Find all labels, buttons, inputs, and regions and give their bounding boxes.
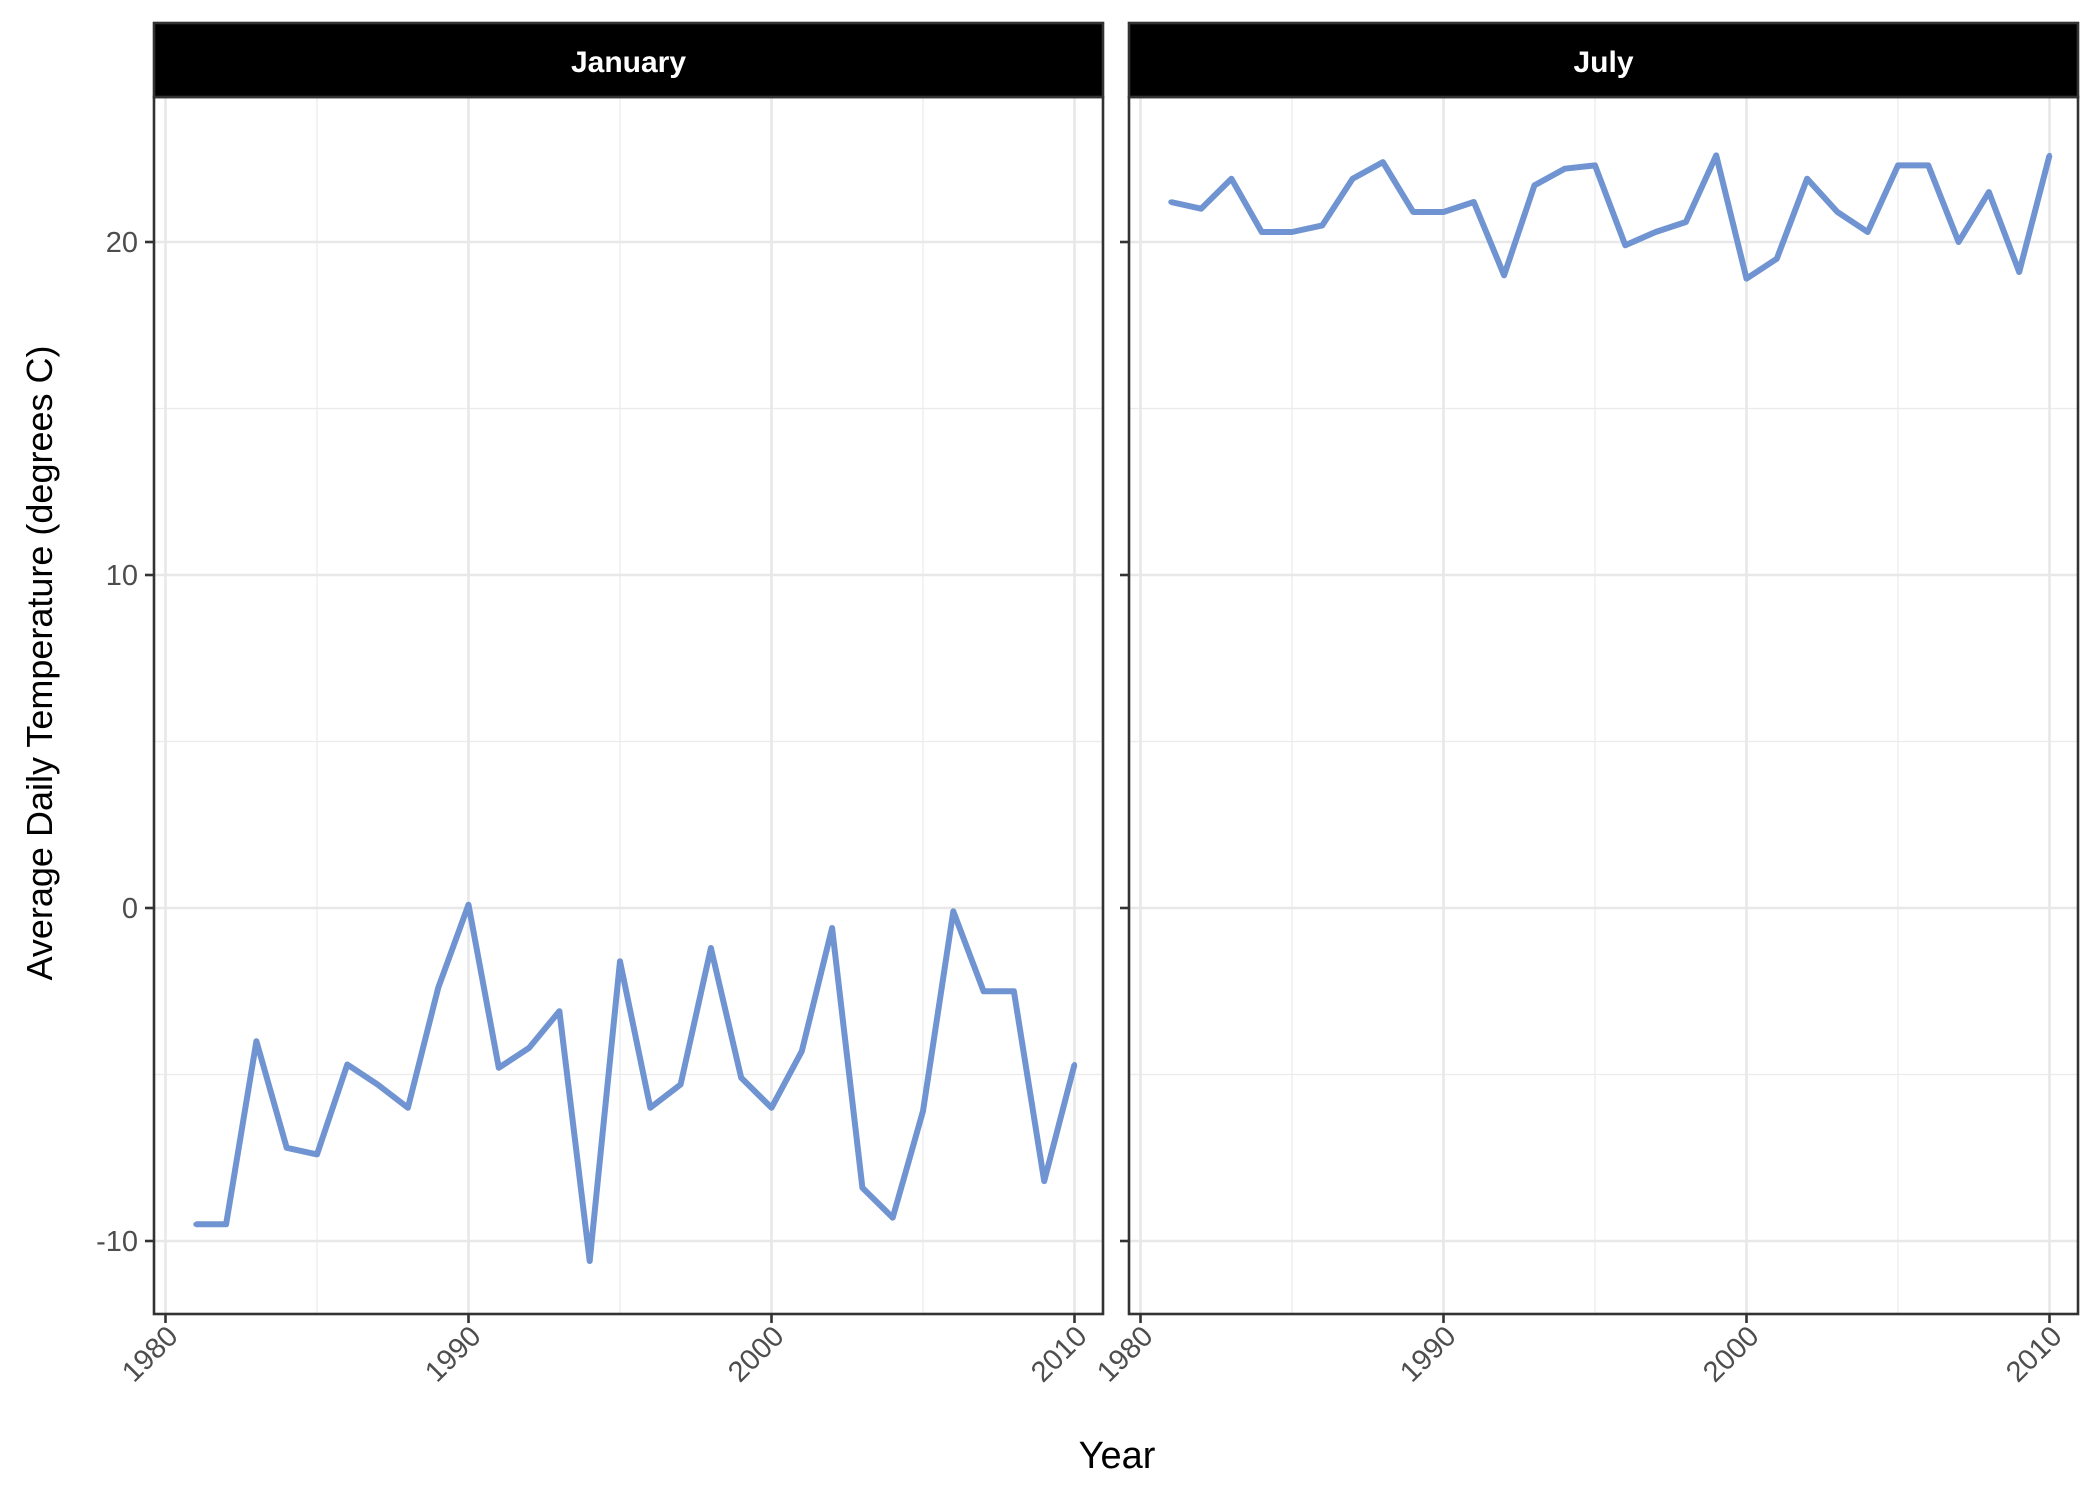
data-point <box>1531 182 1537 188</box>
data-point <box>1956 239 1962 245</box>
data-point <box>2016 269 2022 275</box>
data-point <box>1622 242 1628 248</box>
data-point <box>769 1105 774 1111</box>
data-point <box>1744 276 1749 282</box>
data-point <box>1319 222 1325 228</box>
data-point <box>647 1105 653 1111</box>
data-point <box>1713 152 1719 158</box>
data-point <box>556 1008 562 1014</box>
y-tick-label: 20 <box>106 227 138 259</box>
data-point <box>284 1145 290 1151</box>
data-point <box>1011 988 1017 994</box>
data-point <box>1168 199 1174 205</box>
data-point <box>1228 176 1234 182</box>
data-point <box>344 1062 350 1068</box>
data-point <box>1380 159 1386 165</box>
data-point <box>496 1065 502 1071</box>
data-point <box>1198 206 1204 212</box>
data-point <box>1501 272 1507 278</box>
data-point <box>193 1221 199 1227</box>
data-point <box>405 1105 411 1111</box>
data-point <box>950 908 956 914</box>
facet-strip <box>152 21 1105 99</box>
x-tick-label: 1990 <box>1394 1320 1462 1388</box>
data-point <box>1592 162 1598 168</box>
x-tick-label: 2000 <box>722 1320 790 1388</box>
data-point <box>435 985 441 991</box>
data-point <box>1441 209 1446 215</box>
data-point <box>859 1185 865 1191</box>
data-point <box>799 1048 805 1054</box>
data-point <box>678 1081 684 1087</box>
data-point <box>1259 229 1265 235</box>
facet-panel-january: January 1980 1990 2000 2010 -10 0 10 20 <box>96 21 1105 1389</box>
data-point <box>466 902 471 908</box>
data-point <box>1925 162 1931 168</box>
data-point <box>223 1221 229 1227</box>
data-point <box>1804 176 1810 182</box>
data-point <box>253 1038 259 1044</box>
data-point <box>1289 229 1295 235</box>
panel-background <box>1129 97 2078 1314</box>
data-point <box>1653 229 1659 235</box>
data-point <box>1471 199 1477 205</box>
facet-strip-label: January <box>571 46 686 79</box>
facet-strip <box>1127 21 2080 99</box>
panel-background <box>154 97 1103 1314</box>
facet-strip-label: July <box>1573 46 1633 79</box>
data-point <box>708 945 714 951</box>
x-tick-label: 1990 <box>419 1320 487 1388</box>
x-axis-title: Year <box>1079 1435 1156 1477</box>
data-point <box>829 925 835 931</box>
data-point <box>1041 1178 1047 1184</box>
data-point <box>587 1258 593 1264</box>
y-tick-label: 10 <box>106 560 138 592</box>
y-axis-title: Average Daily Temperature (degrees C) <box>19 346 60 981</box>
data-point <box>314 1151 320 1157</box>
data-point <box>1986 189 1992 195</box>
data-point <box>738 1075 744 1081</box>
data-point <box>375 1081 381 1087</box>
x-tick-label: 1980 <box>1091 1320 1159 1388</box>
data-point <box>1562 166 1568 172</box>
y-tick-label: -10 <box>96 1226 138 1258</box>
data-point <box>1683 219 1689 225</box>
x-tick-label: 2000 <box>1697 1320 1765 1388</box>
data-point <box>981 988 987 994</box>
data-point <box>1072 1062 1077 1068</box>
data-point <box>1834 209 1840 215</box>
data-point <box>1895 162 1901 168</box>
data-point <box>2047 152 2052 158</box>
data-point <box>1774 256 1780 262</box>
data-point <box>617 958 623 964</box>
facet-panel-july: July 1980 1990 2000 2010 <box>1091 21 2080 1389</box>
data-point <box>890 1215 896 1221</box>
data-point <box>1410 209 1416 215</box>
x-tick-label: 1980 <box>116 1320 184 1388</box>
data-point <box>1865 229 1871 235</box>
x-tick-label: 2010 <box>2000 1320 2068 1388</box>
data-point <box>1350 176 1356 182</box>
data-point <box>526 1045 532 1051</box>
y-tick-label: 0 <box>122 893 138 925</box>
data-point <box>920 1108 926 1114</box>
series-line-july <box>1170 152 2053 282</box>
x-tick-label: 2010 <box>1025 1320 1093 1388</box>
series-line-january <box>195 901 1078 1264</box>
